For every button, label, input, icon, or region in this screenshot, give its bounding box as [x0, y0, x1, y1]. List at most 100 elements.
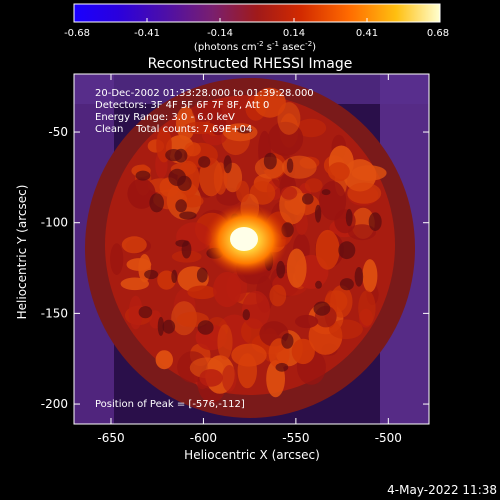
- emission-blob: [269, 284, 287, 307]
- colorbar-tick-label: -0.68: [64, 28, 90, 39]
- emission-blob: [187, 285, 217, 300]
- annotation-detectors: Detectors: 3F 4F 5F 6F 7F 8F, Att 0: [95, 100, 269, 111]
- emission-blob: [121, 236, 147, 254]
- colorbar: [73, 3, 441, 23]
- annotation-energy: Energy Range: 3.0 - 6.0 keV: [95, 112, 235, 123]
- y-axis-tick-labels: -50 -100 -150 -200: [41, 125, 68, 411]
- emission-blob: [144, 269, 159, 280]
- emission-blob: [281, 186, 298, 200]
- emission-blob: [302, 193, 314, 205]
- emission-blob: [138, 306, 153, 319]
- emission-blob: [222, 365, 237, 392]
- emission-blob: [175, 199, 187, 213]
- emission-blob: [295, 314, 319, 329]
- emission-blob: [242, 290, 270, 329]
- y-axis-tick-label: -50: [48, 125, 68, 139]
- observation-annotations: 20-Dec-2002 01:33:28.000 to 01:39:28.000…: [95, 88, 314, 135]
- emission-blob: [213, 271, 242, 308]
- y-axis-ticks: [74, 131, 429, 405]
- emission-blob: [127, 178, 156, 209]
- emission-blob: [321, 189, 331, 196]
- emission-blob: [213, 162, 228, 195]
- emission-blob: [223, 155, 232, 174]
- emission-blob: [236, 180, 250, 203]
- emission-blob: [304, 178, 323, 193]
- emission-blob: [276, 260, 286, 279]
- emission-blob: [334, 209, 356, 234]
- emission-blob: [198, 156, 211, 168]
- emission-blob: [242, 309, 250, 321]
- emission-blob: [171, 269, 178, 283]
- colorbar-ticks: [73, 18, 441, 22]
- y-axis-tick-label: -200: [41, 397, 68, 411]
- chart-title: Reconstructed RHESSI Image: [148, 56, 353, 72]
- annotation-clean: Clean Total counts: 7.69E+04: [95, 124, 252, 135]
- emission-blob: [157, 270, 176, 290]
- emission-blob: [157, 316, 165, 336]
- emission-blob: [231, 343, 267, 367]
- emission-blob: [184, 142, 201, 157]
- emission-blob: [348, 224, 376, 241]
- emission-blob: [358, 290, 376, 326]
- emission-blob: [339, 278, 354, 291]
- emission-blob: [338, 241, 356, 260]
- emission-blobs: [110, 87, 387, 403]
- emission-blob: [286, 158, 294, 173]
- annotation-time: 20-Dec-2002 01:33:28.000 to 01:39:28.000: [95, 88, 314, 99]
- emission-blob: [120, 277, 149, 291]
- emission-blob: [347, 182, 382, 204]
- emission-blob: [315, 229, 340, 270]
- emission-blob: [183, 121, 217, 135]
- plot-frame: [73, 73, 430, 425]
- colorbar-tick-label: 0.14: [283, 28, 305, 39]
- emission-blob: [263, 152, 277, 170]
- emission-blob: [314, 204, 322, 223]
- emission-blob: [291, 338, 315, 365]
- y-axis-tick-label: -150: [41, 306, 68, 320]
- x-axis-ticks: [110, 74, 389, 424]
- x-axis-tick-label: -650: [97, 431, 124, 445]
- emission-blob: [281, 333, 294, 349]
- x-axis-tick-label: -550: [282, 431, 309, 445]
- emission-blob: [313, 301, 331, 316]
- emission-blob: [354, 267, 364, 287]
- emission-blob: [196, 267, 208, 283]
- emission-blob: [315, 280, 322, 289]
- y-axis-tick-label: -100: [41, 216, 68, 230]
- emission-blob: [237, 126, 253, 134]
- emission-blob: [177, 175, 192, 191]
- colorbar-unit-label: (photons cm-2 s-1 asec-2): [194, 40, 316, 53]
- emission-blob: [199, 369, 223, 387]
- emission-blob: [368, 212, 382, 231]
- x-axis-tick-label: -600: [190, 431, 217, 445]
- emission-blob: [135, 170, 151, 181]
- emission-blob: [155, 350, 173, 370]
- colorbar-tick-label: 0.41: [356, 28, 378, 39]
- emission-blob: [328, 319, 363, 340]
- emission-blob: [110, 243, 124, 275]
- x-axis-label: Heliocentric X (arcsec): [184, 448, 320, 462]
- footer-timestamp: 4-May-2022 11:38: [387, 483, 497, 497]
- emission-blob: [327, 162, 350, 182]
- colorbar-tick-label: -0.41: [134, 28, 160, 39]
- x-axis-tick-label: -500: [375, 431, 402, 445]
- emission-blob: [253, 87, 286, 118]
- x-axis-tick-labels: -650 -600 -550 -500: [97, 431, 402, 445]
- colorbar-tick-label: 0.68: [427, 28, 449, 39]
- emission-blob: [362, 259, 378, 293]
- emission-blob: [181, 240, 192, 259]
- emission-blob: [330, 285, 353, 318]
- heatmap-image: [74, 74, 429, 424]
- emission-blob: [179, 211, 197, 220]
- emission-blob: [295, 118, 327, 138]
- emission-blob: [286, 248, 307, 288]
- y-axis-label: Heliocentric Y (arcsec): [15, 185, 29, 320]
- emission-blob: [275, 362, 289, 372]
- colorbar-tick-label: -0.14: [207, 28, 233, 39]
- emission-blob: [128, 295, 143, 330]
- emission-blob: [217, 324, 233, 360]
- emission-blob: [197, 320, 214, 335]
- emission-blob: [149, 193, 164, 213]
- colorbar-tick-labels: -0.68 -0.41 -0.14 0.14 0.41 0.68: [64, 28, 449, 39]
